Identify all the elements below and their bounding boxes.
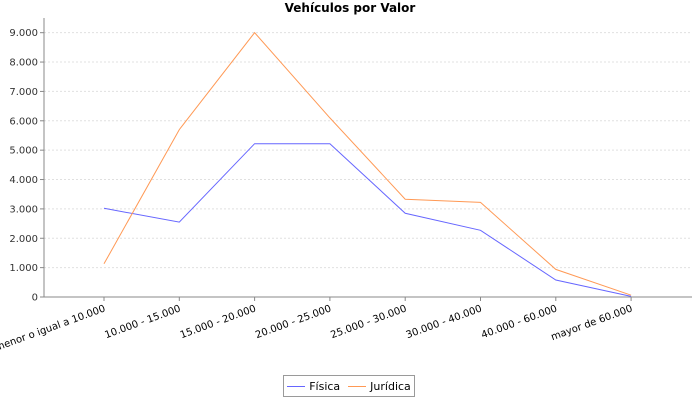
y-tick-label: 7.000	[9, 87, 38, 98]
legend-swatch-fisica	[287, 385, 306, 387]
y-tick-label: 5.000	[9, 146, 38, 157]
legend-label-fisica: Física	[309, 379, 341, 393]
x-tick-label: 40.000 - 60.000	[480, 303, 559, 341]
x-tick-label: menor o igual a 10.000	[0, 303, 107, 353]
legend-item-fisica: Física	[287, 380, 340, 393]
x-tick-label: mayor de 60.000	[550, 303, 634, 343]
y-tick-label: 3.000	[9, 204, 38, 215]
y-tick-label: 1.000	[9, 263, 38, 274]
y-tick-label: 2.000	[9, 234, 38, 245]
y-tick-label: 8.000	[9, 58, 38, 69]
chart-title: Vehículos por Valor	[284, 1, 416, 15]
legend-label-juridica: Jurídica	[370, 379, 411, 393]
y-tick-label: 4.000	[9, 175, 38, 186]
plot-area: 0 1.000 2.000 3.000 4.000 5.000 6.000 7.000 8.00…	[0, 18, 692, 354]
y-tick-label: 0	[32, 293, 38, 304]
x-tick-label: 30.000 - 40.000	[405, 303, 484, 341]
x-tick-label: 20.000 - 25.000	[254, 303, 333, 341]
x-tick-label: 25.000 - 30.000	[329, 303, 408, 341]
legend-swatch-juridica	[348, 385, 367, 387]
series-line-juridica	[103, 31, 632, 296]
x-tick-label: 10.000 - 15.000	[103, 303, 182, 341]
legend-item-juridica: Jurídica	[348, 380, 411, 393]
series-line-fisica	[103, 143, 632, 297]
y-tick-label: 9.000	[9, 28, 38, 39]
y-tick-label: 6.000	[9, 116, 38, 127]
legend: Física Jurídica	[283, 375, 415, 397]
x-tick-label: 15.000 - 20.000	[179, 303, 258, 341]
